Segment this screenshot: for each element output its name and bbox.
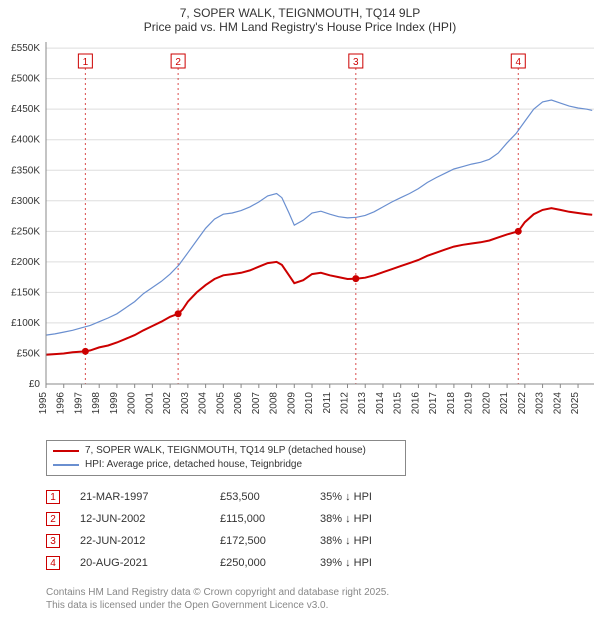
- svg-text:2002: 2002: [162, 392, 173, 415]
- svg-text:2004: 2004: [198, 392, 209, 415]
- svg-text:2000: 2000: [127, 392, 138, 415]
- svg-text:£300K: £300K: [11, 196, 40, 207]
- title-line2: Price paid vs. HM Land Registry's House …: [0, 20, 600, 34]
- svg-text:2017: 2017: [428, 392, 439, 415]
- svg-text:2: 2: [175, 57, 181, 68]
- legend-swatch: [53, 450, 79, 452]
- svg-text:£50K: £50K: [17, 348, 41, 359]
- footer-line2: This data is licensed under the Open Gov…: [46, 599, 600, 612]
- svg-text:£100K: £100K: [11, 318, 40, 329]
- svg-text:2018: 2018: [446, 392, 457, 415]
- svg-text:£200K: £200K: [11, 257, 40, 268]
- svg-text:2021: 2021: [499, 392, 510, 415]
- tx-date: 22-JUN-2012: [80, 535, 220, 547]
- tx-delta: 38% ↓ HPI: [320, 535, 410, 547]
- svg-text:3: 3: [353, 57, 359, 68]
- legend: 7, SOPER WALK, TEIGNMOUTH, TQ14 9LP (det…: [46, 440, 406, 476]
- legend-swatch: [53, 464, 79, 465]
- table-row: 2 12-JUN-2002£115,00038% ↓ HPI: [46, 508, 600, 530]
- svg-text:£350K: £350K: [11, 165, 40, 176]
- svg-text:1996: 1996: [56, 392, 67, 415]
- tx-marker: 3: [46, 534, 60, 548]
- tx-delta: 39% ↓ HPI: [320, 557, 410, 569]
- legend-label: HPI: Average price, detached house, Teig…: [85, 458, 302, 472]
- svg-text:2022: 2022: [517, 392, 528, 415]
- svg-text:2001: 2001: [144, 392, 155, 415]
- svg-text:1: 1: [83, 57, 89, 68]
- title-line1: 7, SOPER WALK, TEIGNMOUTH, TQ14 9LP: [0, 6, 600, 20]
- table-row: 1 21-MAR-1997£53,50035% ↓ HPI: [46, 486, 600, 508]
- svg-text:2005: 2005: [215, 392, 226, 415]
- legend-row: 7, SOPER WALK, TEIGNMOUTH, TQ14 9LP (det…: [53, 444, 399, 458]
- svg-text:£400K: £400K: [11, 135, 40, 146]
- svg-text:2015: 2015: [393, 392, 404, 415]
- svg-text:1998: 1998: [91, 392, 102, 415]
- legend-row: HPI: Average price, detached house, Teig…: [53, 458, 399, 472]
- svg-text:2019: 2019: [464, 392, 475, 415]
- svg-text:2012: 2012: [339, 392, 350, 415]
- tx-delta: 38% ↓ HPI: [320, 513, 410, 525]
- svg-text:2007: 2007: [251, 392, 262, 415]
- svg-text:2024: 2024: [552, 392, 563, 415]
- chart-area: £0 £50K £100K £150K £200K £250K £300K £350K £400…: [0, 36, 600, 434]
- svg-text:2003: 2003: [180, 392, 191, 415]
- svg-text:2009: 2009: [286, 392, 297, 415]
- tx-price: £172,500: [220, 535, 320, 547]
- svg-text:£550K: £550K: [11, 43, 40, 54]
- tx-date: 20-AUG-2021: [80, 557, 220, 569]
- tx-date: 21-MAR-1997: [80, 491, 220, 503]
- tx-date: 12-JUN-2002: [80, 513, 220, 525]
- svg-text:£0: £0: [29, 379, 41, 390]
- svg-text:1995: 1995: [38, 392, 49, 415]
- svg-text:£450K: £450K: [11, 104, 40, 115]
- svg-text:1997: 1997: [73, 392, 84, 415]
- tx-price: £53,500: [220, 491, 320, 503]
- tx-marker: 1: [46, 490, 60, 504]
- svg-text:£250K: £250K: [11, 226, 40, 237]
- svg-text:2025: 2025: [570, 392, 581, 415]
- table-row: 3 22-JUN-2012£172,50038% ↓ HPI: [46, 530, 600, 552]
- svg-text:2020: 2020: [481, 392, 492, 415]
- tx-price: £250,000: [220, 557, 320, 569]
- svg-text:2006: 2006: [233, 392, 244, 415]
- svg-text:2010: 2010: [304, 392, 315, 415]
- tx-marker: 4: [46, 556, 60, 570]
- svg-text:2023: 2023: [535, 392, 546, 415]
- legend-label: 7, SOPER WALK, TEIGNMOUTH, TQ14 9LP (det…: [85, 444, 366, 458]
- svg-text:4: 4: [515, 57, 521, 68]
- table-row: 4 20-AUG-2021£250,00039% ↓ HPI: [46, 552, 600, 574]
- footer-line1: Contains HM Land Registry data © Crown c…: [46, 586, 600, 599]
- svg-text:2011: 2011: [322, 392, 333, 414]
- svg-text:1999: 1999: [109, 392, 120, 415]
- chart-title-block: 7, SOPER WALK, TEIGNMOUTH, TQ14 9LP Pric…: [0, 0, 600, 36]
- footer-attribution: Contains HM Land Registry data © Crown c…: [46, 586, 600, 612]
- svg-text:£150K: £150K: [11, 287, 40, 298]
- tx-price: £115,000: [220, 513, 320, 525]
- tx-marker: 2: [46, 512, 60, 526]
- svg-text:2008: 2008: [269, 392, 280, 415]
- svg-text:2014: 2014: [375, 392, 386, 415]
- transaction-table: 1 21-MAR-1997£53,50035% ↓ HPI 2 12-JUN-2002…: [46, 486, 600, 574]
- tx-delta: 35% ↓ HPI: [320, 491, 410, 503]
- line-chart-svg: £0 £50K £100K £150K £200K £250K £300K £350K £400…: [0, 36, 600, 434]
- svg-text:£500K: £500K: [11, 74, 40, 85]
- svg-text:2013: 2013: [357, 392, 368, 415]
- svg-text:2016: 2016: [410, 392, 421, 415]
